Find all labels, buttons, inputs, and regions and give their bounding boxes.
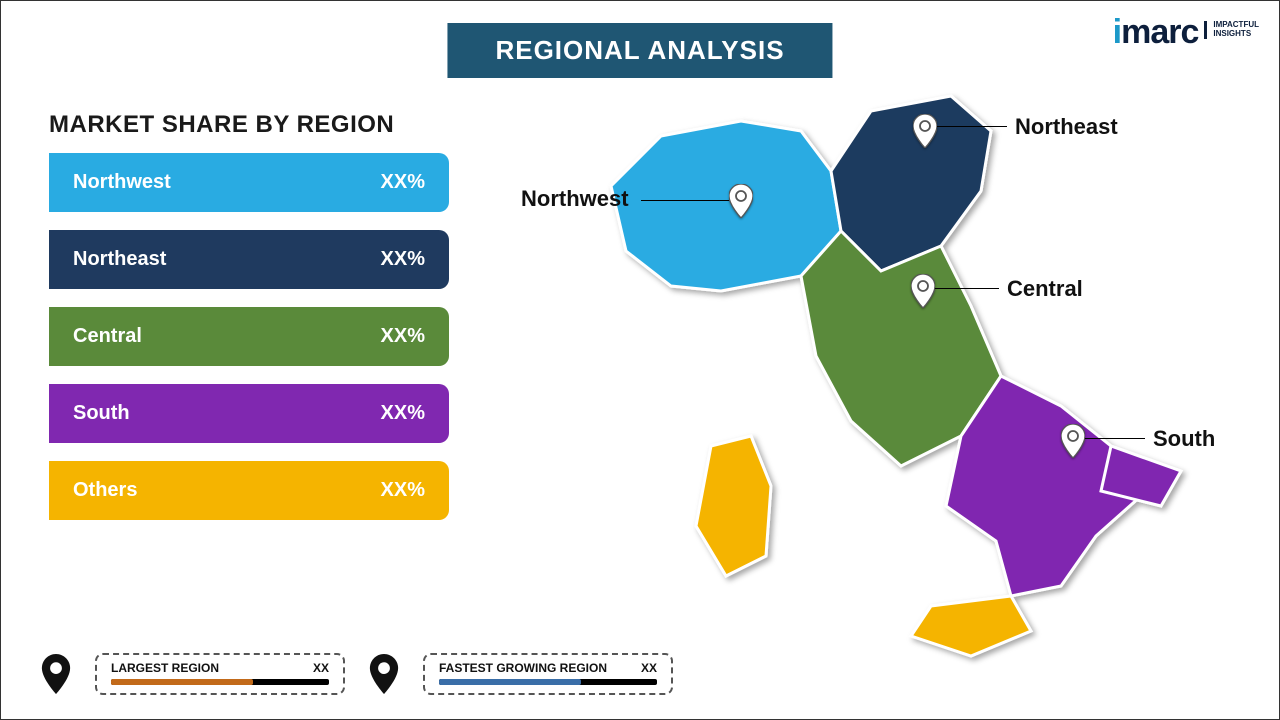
row-northwest: Northwest XX% bbox=[49, 153, 449, 212]
map-label-south: South bbox=[1153, 426, 1215, 452]
map-svg bbox=[541, 76, 1241, 666]
kpi-label: LARGEST REGION bbox=[111, 661, 219, 675]
pin-south bbox=[1061, 424, 1085, 458]
footer-kpis: LARGEST REGION XX FASTEST GROWING REGION… bbox=[41, 653, 673, 695]
row-value: XX% bbox=[381, 325, 425, 348]
row-south: South XX% bbox=[49, 384, 449, 443]
region-sardinia bbox=[696, 436, 771, 576]
row-central: Central XX% bbox=[49, 307, 449, 366]
pin-northwest bbox=[729, 184, 753, 218]
kpi-largest: LARGEST REGION XX bbox=[95, 653, 345, 695]
map-label-northeast: Northeast bbox=[1015, 114, 1118, 140]
kpi-bar-fill bbox=[111, 679, 253, 685]
region-northwest bbox=[611, 121, 841, 291]
kpi-bar bbox=[439, 679, 657, 685]
row-label: Others bbox=[73, 479, 137, 502]
page-title: REGIONAL ANALYSIS bbox=[447, 23, 832, 78]
row-label: South bbox=[73, 402, 130, 425]
row-value: XX% bbox=[381, 402, 425, 425]
pin-northeast bbox=[913, 114, 937, 148]
brand-logo: imarc IMPACTFUL INSIGHTS bbox=[1113, 13, 1259, 52]
pin-icon bbox=[41, 654, 71, 694]
pin-central bbox=[911, 274, 935, 308]
row-value: XX% bbox=[381, 171, 425, 194]
row-value: XX% bbox=[381, 248, 425, 271]
row-label: Northeast bbox=[73, 248, 166, 271]
italy-map: Northeast Northwest Central South bbox=[541, 76, 1241, 666]
logo-tagline: IMPACTFUL INSIGHTS bbox=[1204, 21, 1259, 39]
row-label: Northwest bbox=[73, 171, 171, 194]
market-share-panel: MARKET SHARE BY REGION Northwest XX% Nor… bbox=[49, 111, 449, 538]
row-value: XX% bbox=[381, 479, 425, 502]
row-others: Others XX% bbox=[49, 461, 449, 520]
kpi-bar-fill bbox=[439, 679, 581, 685]
kpi-value: XX bbox=[641, 661, 657, 675]
row-northeast: Northeast XX% bbox=[49, 230, 449, 289]
kpi-label: FASTEST GROWING REGION bbox=[439, 661, 607, 675]
kpi-bar bbox=[111, 679, 329, 685]
panel-heading: MARKET SHARE BY REGION bbox=[49, 111, 449, 139]
kpi-value: XX bbox=[313, 661, 329, 675]
map-label-central: Central bbox=[1007, 276, 1083, 302]
region-sicily bbox=[911, 596, 1031, 656]
pin-icon bbox=[369, 654, 399, 694]
map-label-northwest: Northwest bbox=[521, 186, 629, 212]
kpi-fastest: FASTEST GROWING REGION XX bbox=[423, 653, 673, 695]
row-label: Central bbox=[73, 325, 142, 348]
logo-text: imarc bbox=[1113, 13, 1199, 52]
